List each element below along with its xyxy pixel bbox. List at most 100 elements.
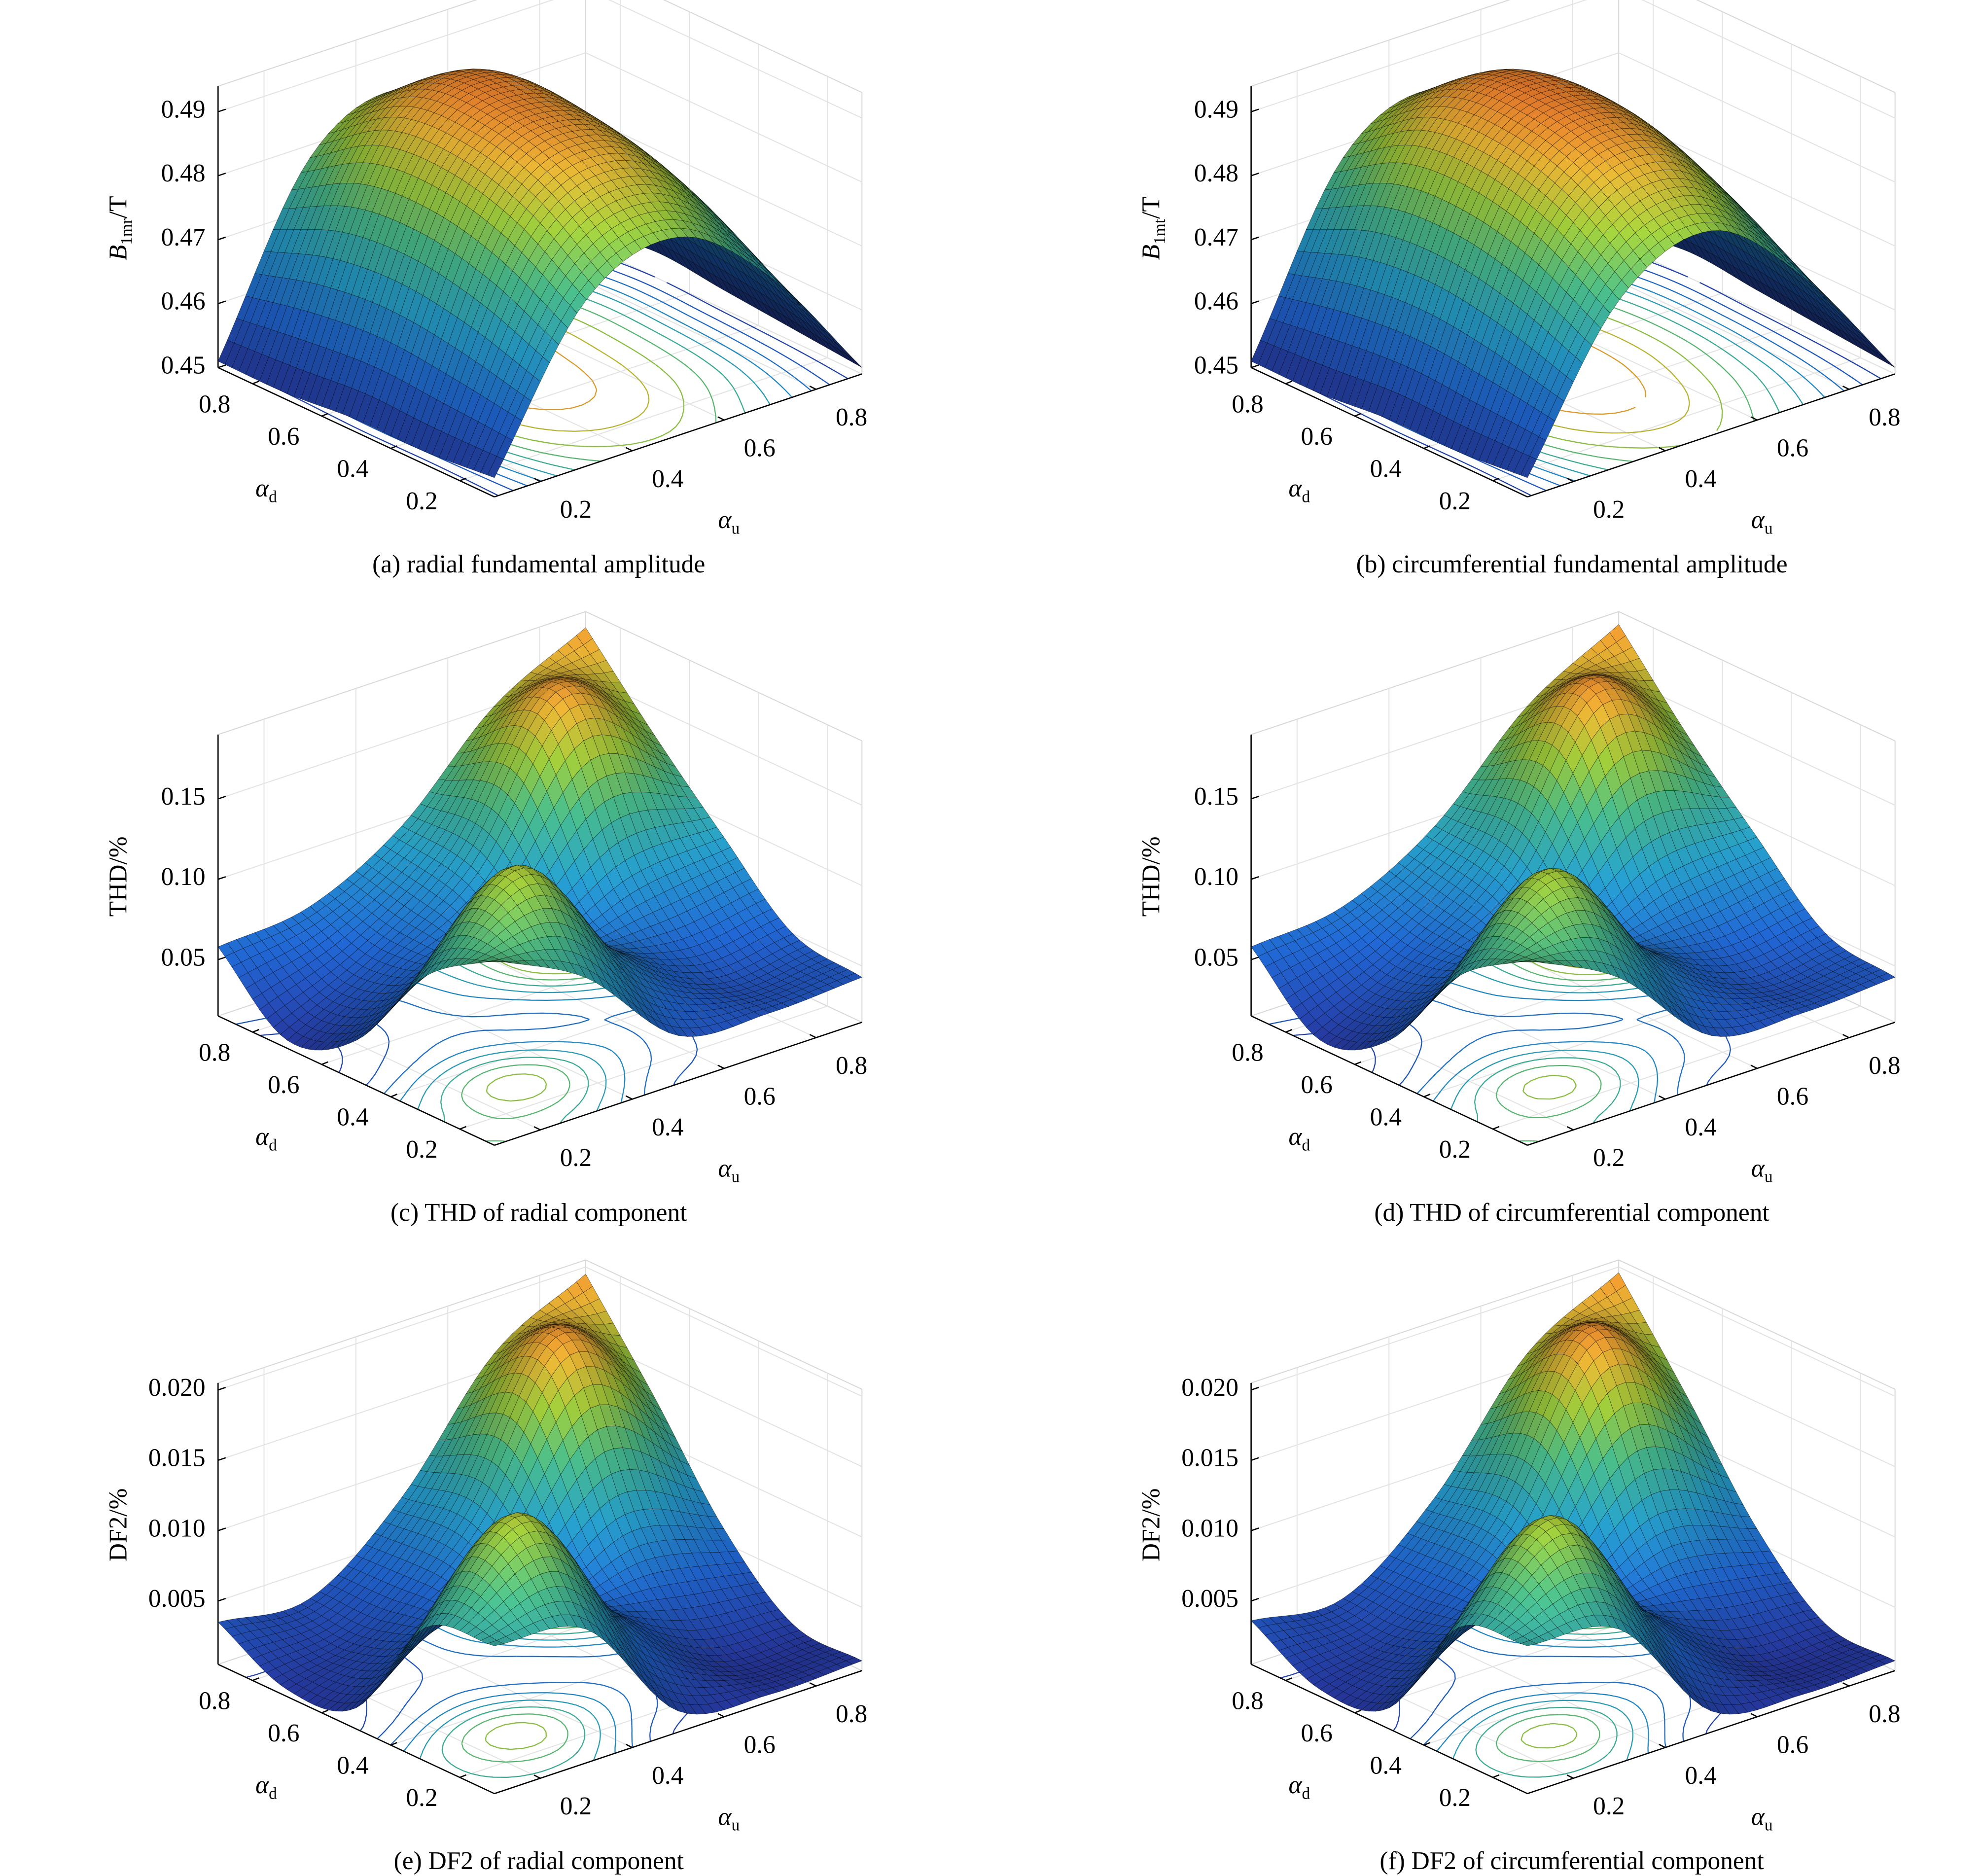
z-tick-label: 0.49: [1194, 96, 1238, 124]
x-tick-label: 0.2: [1593, 496, 1625, 524]
tick-mark: [217, 236, 226, 241]
z-tick-label: 0.48: [1194, 159, 1238, 187]
x-axis-title: αu: [718, 506, 740, 537]
x-tick-label: 0.6: [744, 434, 776, 462]
contour-line: [461, 1069, 492, 1101]
contour-line: [785, 343, 849, 379]
contour-line: [587, 299, 656, 333]
tick-mark: [217, 956, 226, 960]
surface-patch: [839, 349, 855, 364]
contour-line: [1546, 434, 1563, 440]
surface-patch: [1872, 349, 1888, 364]
axis-box: [1696, 0, 1896, 93]
contour-line: [707, 314, 773, 350]
tick-mark: [809, 386, 816, 390]
tick-mark: [533, 478, 541, 482]
contour-line: [666, 282, 721, 311]
contour-line: [758, 353, 812, 391]
z-axis-title-subscript: 1mt: [1151, 218, 1169, 245]
tick-mark: [1251, 173, 1259, 177]
contour-line: [462, 1100, 559, 1142]
y-tick-label: 0.4: [337, 455, 368, 483]
z-tick-label: 0.48: [161, 159, 206, 187]
contour-line: [416, 1044, 437, 1061]
grid-line: [585, 244, 862, 375]
contour-line: [442, 458, 514, 492]
y-axis-title-text: α: [1288, 474, 1302, 502]
y-tick-label: 0.2: [1439, 487, 1471, 515]
z-axis-title-text: B: [1137, 245, 1165, 260]
grid-line: [460, 357, 828, 482]
z-tick-label: 0.45: [1194, 351, 1238, 379]
z-axis-title-suffix: /T: [1137, 196, 1165, 219]
y-tick-label: 0.8: [1232, 390, 1263, 418]
contour-line: [637, 390, 650, 417]
grid-line: [585, 52, 862, 183]
caption: (b) circumferential fundamental amplitud…: [1356, 550, 1788, 578]
contour-line: [601, 294, 670, 328]
z-tick-label: 0.15: [161, 782, 206, 811]
tick-mark: [1251, 364, 1259, 368]
x-tick-label: 0.8: [836, 1052, 867, 1080]
tick-mark: [625, 1095, 633, 1100]
contour-line: [556, 1068, 570, 1102]
contour-line: [491, 1064, 557, 1071]
contour-line: [669, 327, 731, 363]
x-axis-title-subscript: u: [1765, 519, 1773, 537]
y-tick-label: 0.6: [268, 423, 299, 451]
tick-mark: [217, 108, 226, 112]
contour-line: [694, 318, 759, 354]
contour-line: [1612, 357, 1646, 397]
tick-mark: [1659, 447, 1666, 452]
surface-patch: [846, 354, 862, 368]
grid-line: [460, 1005, 828, 1130]
y-axis: [217, 367, 495, 497]
x-tick-label: 0.4: [652, 465, 683, 493]
contour-line: [528, 1012, 557, 1014]
contour-line: [496, 996, 607, 1001]
contour-line: [536, 1075, 547, 1094]
z-tick-label: 0.10: [161, 863, 206, 891]
axis-box: [1251, 0, 1511, 87]
tick-mark: [390, 445, 397, 449]
contour-line: [365, 1074, 376, 1086]
caption: (a) radial fundamental amplitude: [372, 550, 705, 578]
contour-line: [771, 348, 830, 386]
contour-line: [1747, 367, 1767, 388]
tick-mark: [1251, 236, 1259, 241]
x-tick-label: 0.6: [744, 1082, 776, 1110]
contour-line: [622, 343, 675, 382]
y-tick-label: 0.8: [199, 390, 230, 418]
y-tick-label: 0.2: [406, 1135, 437, 1164]
tick-mark: [625, 447, 633, 452]
contour-line: [1562, 439, 1682, 449]
x-tick-label: 0.6: [1777, 434, 1808, 462]
contour-line: [744, 357, 793, 398]
contour-line: [643, 1070, 650, 1096]
x-tick-label: 0.2: [560, 496, 592, 524]
grid-line: [1641, 0, 1896, 119]
contour-line: [441, 1107, 575, 1124]
contour-line: [457, 1041, 596, 1055]
y-tick-label: 0.6: [1301, 423, 1333, 451]
tick-mark: [1251, 108, 1259, 112]
contour-line: [512, 434, 530, 440]
x-tick-label: 0.8: [1869, 403, 1900, 431]
tick-mark: [460, 477, 467, 482]
contour-line: [599, 350, 647, 391]
contour-line: [572, 1062, 589, 1109]
contour-line: [720, 310, 786, 345]
contour-line: [730, 362, 771, 405]
tick-mark: [321, 413, 328, 417]
z-tick-label: 0.49: [161, 96, 206, 124]
z-tick-label: 0.47: [161, 223, 206, 251]
x-axis-title-subscript: u: [732, 519, 740, 537]
contour-line: [733, 387, 746, 414]
contour-line: [695, 373, 717, 423]
contour-line: [384, 1060, 418, 1094]
contour-line: [529, 431, 671, 448]
z-tick-label: 0.45: [161, 351, 206, 379]
tick-mark: [533, 1126, 541, 1131]
contour-line: [640, 281, 708, 316]
